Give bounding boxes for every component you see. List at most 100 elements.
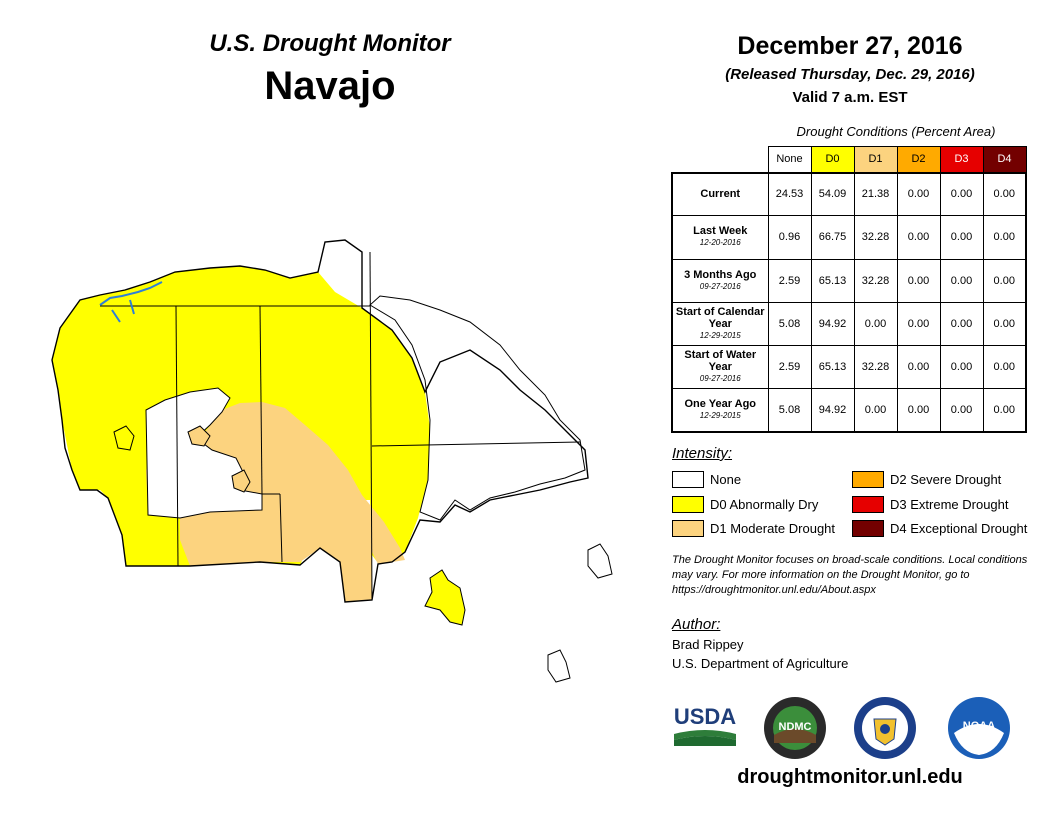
- none-area-southwest: [62, 420, 126, 566]
- map-brand-title: U.S. Drought Monitor: [209, 30, 451, 57]
- table-cell: 0.00: [982, 388, 1027, 433]
- table-cell: 0.00: [896, 388, 941, 433]
- legend-label: D4 Exceptional Drought: [890, 520, 1028, 536]
- row-label-date: 12-29-2015: [699, 411, 741, 421]
- author-name: Brad Rippey: [672, 637, 744, 652]
- col-header: D0: [810, 146, 855, 173]
- table-row: 3 Months Ago 09-27-2016 2.59 65.13 32.28 0.00…: [671, 258, 1027, 303]
- table-cell: 0.00: [896, 345, 941, 390]
- row-label-text: Last Week: [693, 225, 748, 238]
- row-label-text: Start of Calendar Year: [675, 306, 765, 331]
- legend-item-d4: D4 Exceptional Drought: [852, 519, 1027, 537]
- table-cell: 94.92: [810, 301, 855, 347]
- satellite-d0-1: [424, 569, 466, 626]
- table-cell: 66.75: [810, 215, 855, 260]
- table-cell: 0.00: [982, 345, 1027, 390]
- table-cell: 0.00: [896, 171, 941, 217]
- table-cell: 0.00: [982, 258, 1027, 303]
- reservation-outline: [51, 239, 589, 603]
- legend-swatch: [672, 470, 704, 488]
- table-corner: [672, 146, 768, 174]
- satellite-none-2: [547, 649, 571, 683]
- table-cell: 65.13: [810, 345, 855, 390]
- table-cell: 0.00: [939, 301, 984, 347]
- noaa-logo: NOAA: [948, 697, 1010, 759]
- table-cell: 32.28: [853, 258, 898, 303]
- drought-map: [51, 239, 613, 683]
- table-cell: 0.00: [853, 301, 898, 347]
- table-cell: 0.00: [939, 345, 984, 390]
- table-cell: 0.00: [982, 171, 1027, 217]
- col-header: D4: [982, 146, 1027, 173]
- row-label: 3 Months Ago 09-27-2016: [671, 258, 769, 303]
- row-label-date: 09-27-2016: [699, 281, 741, 291]
- author-org: U.S. Department of Agriculture: [672, 656, 849, 671]
- row-label: Last Week 12-20-2016: [671, 215, 769, 260]
- legend-swatch: [852, 470, 884, 488]
- usda-logo: USDA: [674, 704, 736, 746]
- map-date: December 27, 2016: [737, 32, 963, 60]
- row-label: One Year Ago 12-29-2015: [671, 388, 769, 433]
- table-row: One Year Ago 12-29-2015 5.08 94.92 0.00 0.00 0…: [671, 388, 1027, 433]
- row-label-text: Current: [700, 188, 741, 201]
- none-area-west: [145, 387, 263, 519]
- table-cell: 0.00: [896, 258, 941, 303]
- legend-item-d3: D3 Extreme Drought: [852, 495, 1009, 513]
- table-cell: 94.92: [810, 388, 855, 433]
- table-cell: 24.53: [767, 171, 812, 217]
- legend-item-d1: D1 Moderate Drought: [672, 519, 835, 537]
- satellite-none-1: [587, 543, 613, 579]
- legend-item-d0: D0 Abnormally Dry: [672, 495, 818, 513]
- monitor-note: The Drought Monitor focuses on broad-sca…: [672, 554, 1028, 596]
- row-label-date: 12-29-2015: [699, 331, 741, 341]
- county-lines: [100, 251, 581, 601]
- table-header-row: None D0 D1 D2 D3 D4: [672, 146, 1027, 174]
- valid-time: Valid 7 a.m. EST: [792, 89, 908, 106]
- table-row: Current 24.53 54.09 21.38 0.00 0.00 0.00: [671, 171, 1027, 217]
- row-label-date: 12-20-2016: [699, 238, 741, 248]
- release-date: (Released Thursday, Dec. 29, 2016): [725, 66, 975, 83]
- row-label: Start of Water Year 09-27-2016: [671, 345, 769, 390]
- satellite-d1-1: [187, 425, 211, 447]
- col-header: None: [767, 146, 812, 173]
- none-area-east: [369, 295, 586, 521]
- legend-swatch: [852, 519, 884, 537]
- legend-title: Intensity:: [672, 445, 733, 462]
- satellite-d1-2: [231, 469, 251, 493]
- region-title: Navajo: [264, 64, 396, 108]
- row-label-date: 09-27-2016: [699, 374, 741, 384]
- table-cell: 2.59: [767, 345, 812, 390]
- table-cell: 21.38: [853, 171, 898, 217]
- table-cell: 0.00: [939, 388, 984, 433]
- table-cell: 32.28: [853, 345, 898, 390]
- table-cell: 54.09: [810, 171, 855, 217]
- legend-swatch: [672, 519, 704, 537]
- lake-powell: [99, 281, 163, 323]
- author-title: Author:: [672, 616, 721, 633]
- legend-item-none: None: [672, 470, 741, 488]
- table-cell: 5.08: [767, 301, 812, 347]
- table-body: Current 24.53 54.09 21.38 0.00 0.00 0.00 Last W…: [671, 171, 1027, 433]
- row-label-text: 3 Months Ago: [684, 268, 757, 281]
- row-label: Current: [671, 171, 769, 217]
- table-row: Last Week 12-20-2016 0.96 66.75 32.28 0.00 0.0…: [671, 215, 1027, 260]
- conditions-table-title: Drought Conditions (Percent Area): [796, 124, 996, 139]
- ndmc-logo: NDMC: [764, 697, 826, 759]
- table-cell: 5.08: [767, 388, 812, 433]
- noaa-logo-text: NOAA: [963, 720, 995, 732]
- table-cell: 0.00: [896, 215, 941, 260]
- table-cell: 0.00: [853, 388, 898, 433]
- satellite-d0-2: [113, 425, 135, 451]
- col-header: D3: [939, 146, 984, 173]
- drought-conditions-table: None D0 D1 D2 D3 D4 Current 24.53 54.09 21.…: [671, 146, 1027, 433]
- legend-label: D2 Severe Drought: [890, 471, 1002, 487]
- table-cell: 0.96: [767, 215, 812, 260]
- row-label-text: One Year Ago: [684, 398, 757, 411]
- table-cell: 0.00: [982, 301, 1027, 347]
- table-cell: 2.59: [767, 258, 812, 303]
- table-cell: 0.00: [939, 171, 984, 217]
- website-link[interactable]: droughtmonitor.unl.edu: [737, 766, 963, 788]
- legend-label: None: [710, 471, 742, 487]
- legend-label: D0 Abnormally Dry: [710, 496, 819, 512]
- table-cell: 0.00: [939, 215, 984, 260]
